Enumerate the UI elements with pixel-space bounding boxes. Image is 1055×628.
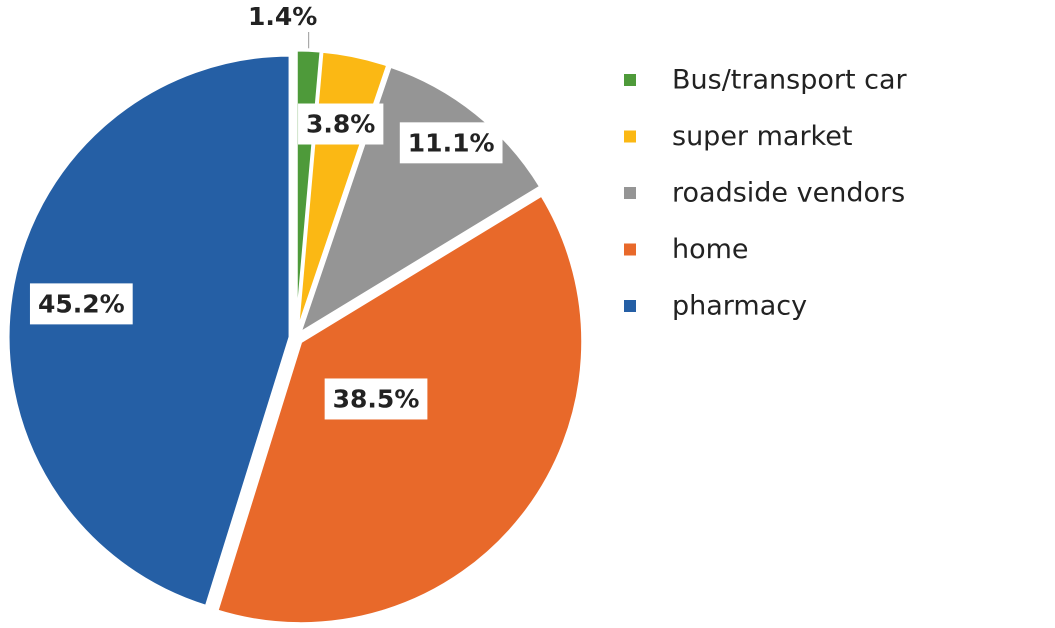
- pie-slice: [6, 53, 292, 609]
- value-label-box: [324, 378, 428, 420]
- legend-label: home: [672, 234, 749, 265]
- legend-swatch: [624, 243, 636, 256]
- value-label: 3.8%: [306, 110, 375, 139]
- value-label: 1.4%: [248, 2, 317, 31]
- legend-label: roadside vendors: [672, 178, 905, 209]
- legend-label: super market: [672, 121, 852, 152]
- legend-label: pharmacy: [672, 291, 807, 322]
- legend-swatch: [624, 74, 636, 86]
- legend-swatch: [624, 130, 636, 143]
- legend-swatch: [624, 187, 636, 199]
- value-label-box: [298, 103, 384, 145]
- value-label: 11.1%: [408, 128, 495, 157]
- legend-swatch: [624, 300, 636, 312]
- legend-label: Bus/transport car: [672, 65, 908, 96]
- value-label: 38.5%: [333, 384, 420, 413]
- value-label-box: [399, 122, 503, 164]
- value-label-box: [29, 283, 133, 325]
- value-label: 45.2%: [38, 289, 125, 318]
